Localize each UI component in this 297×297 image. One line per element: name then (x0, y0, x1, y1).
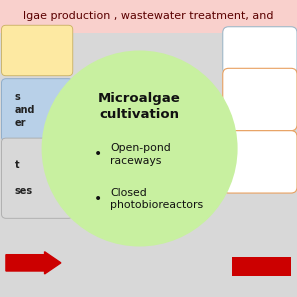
FancyBboxPatch shape (223, 68, 297, 131)
Circle shape (42, 50, 238, 247)
FancyBboxPatch shape (1, 138, 73, 218)
FancyBboxPatch shape (0, 0, 297, 33)
Text: t

ses: t ses (15, 160, 33, 196)
FancyBboxPatch shape (223, 131, 297, 193)
Text: Microalgae
cultivation: Microalgae cultivation (98, 92, 181, 121)
Text: •: • (94, 192, 102, 206)
Bar (232, 257, 291, 276)
Text: Open-pond
raceways: Open-pond raceways (110, 143, 171, 166)
Text: •: • (94, 147, 102, 162)
FancyArrow shape (6, 252, 61, 274)
Text: lgae production , wastewater treatment, and: lgae production , wastewater treatment, … (23, 11, 274, 21)
Text: s
and
er: s and er (15, 92, 35, 128)
Text: Closed
photobioreactors: Closed photobioreactors (110, 188, 203, 210)
FancyBboxPatch shape (1, 79, 73, 141)
FancyBboxPatch shape (223, 27, 297, 74)
FancyBboxPatch shape (1, 25, 73, 76)
